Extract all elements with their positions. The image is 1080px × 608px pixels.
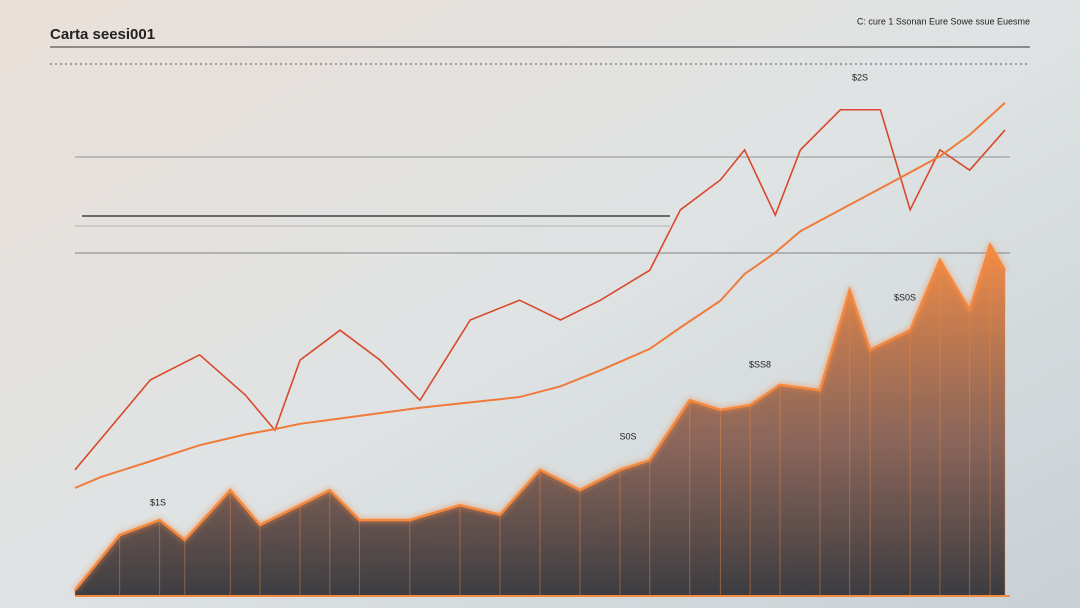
- plot-area: $2S $S0S $SS8 S0S $1S: [74, 72, 1007, 596]
- chart-subtitle: C: cure 1 Ssonan Eure Sowe ssue Euesme: [857, 16, 1030, 26]
- line: [74, 102, 1006, 489]
- annotation: $SS8: [749, 359, 771, 369]
- annotation: $2S: [852, 72, 868, 82]
- area: [75, 245, 1005, 596]
- line: [74, 108, 1006, 471]
- annotation: $1S: [150, 497, 166, 507]
- chart-title: Carta seesi001: [50, 26, 155, 43]
- annotation: $S0S: [894, 292, 916, 302]
- annotation: S0S: [619, 431, 636, 441]
- area-edge: [74, 242, 1007, 591]
